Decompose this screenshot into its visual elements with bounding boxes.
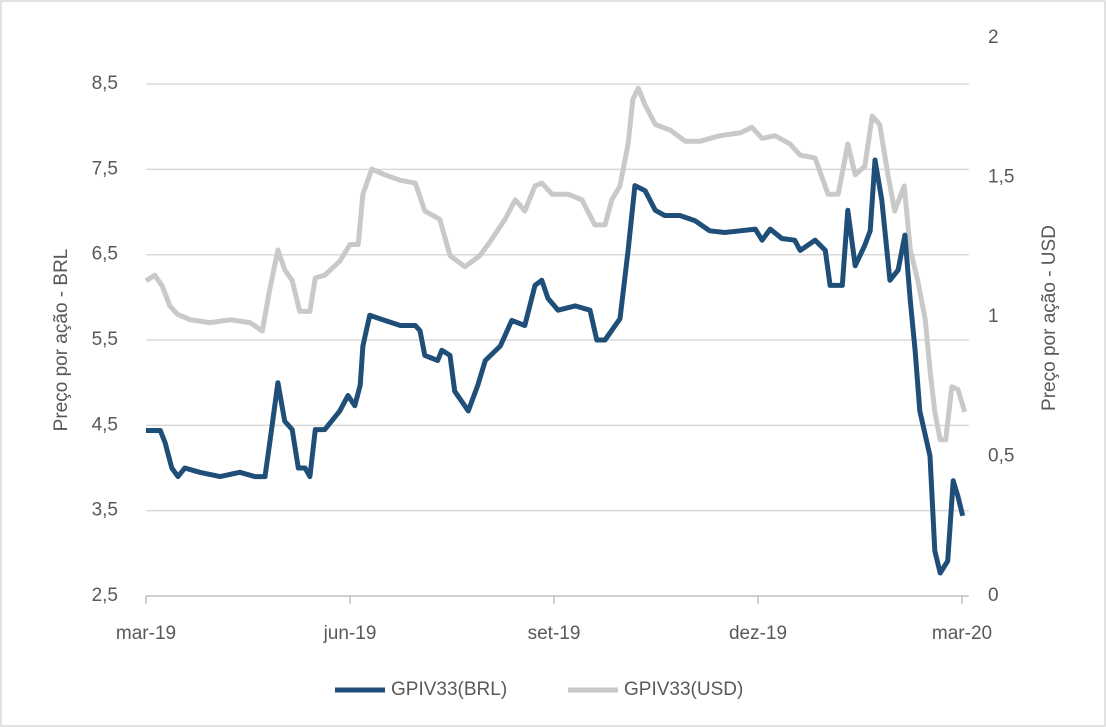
x-tick-label: jun-19 [323,623,377,644]
series-line [146,157,966,576]
x-tick-label: set-19 [528,623,581,644]
y2-axis-title: Preço por ação - USD [1039,225,1060,411]
y2-tick-label: 0,5 [988,446,1014,467]
y-tick-label: 3,5 [92,500,118,521]
x-tick-label: dez-19 [729,623,787,644]
y2-tick-label: 0 [988,585,999,606]
legend-label: GPIV33(BRL) [391,679,507,700]
y2-tick-label: 1 [988,306,999,327]
y-tick-label: 6,5 [92,244,118,265]
y2-tick-label: 2 [988,27,999,48]
y-tick-label: 7,5 [92,158,118,179]
y-tick-label: 8,5 [92,73,118,94]
legend-label: GPIV33(USD) [624,679,743,700]
y-tick-label: 2,5 [92,585,118,606]
y-tick-label: 4,5 [92,414,118,435]
y-tick-label: 5,5 [92,329,118,350]
x-tick-label: mar-19 [116,623,176,644]
series-line [144,85,968,443]
x-tick-label: mar-20 [932,623,992,644]
y2-tick-label: 1,5 [988,167,1014,188]
y-axis-title: Preço por ação - BRL [51,249,72,432]
